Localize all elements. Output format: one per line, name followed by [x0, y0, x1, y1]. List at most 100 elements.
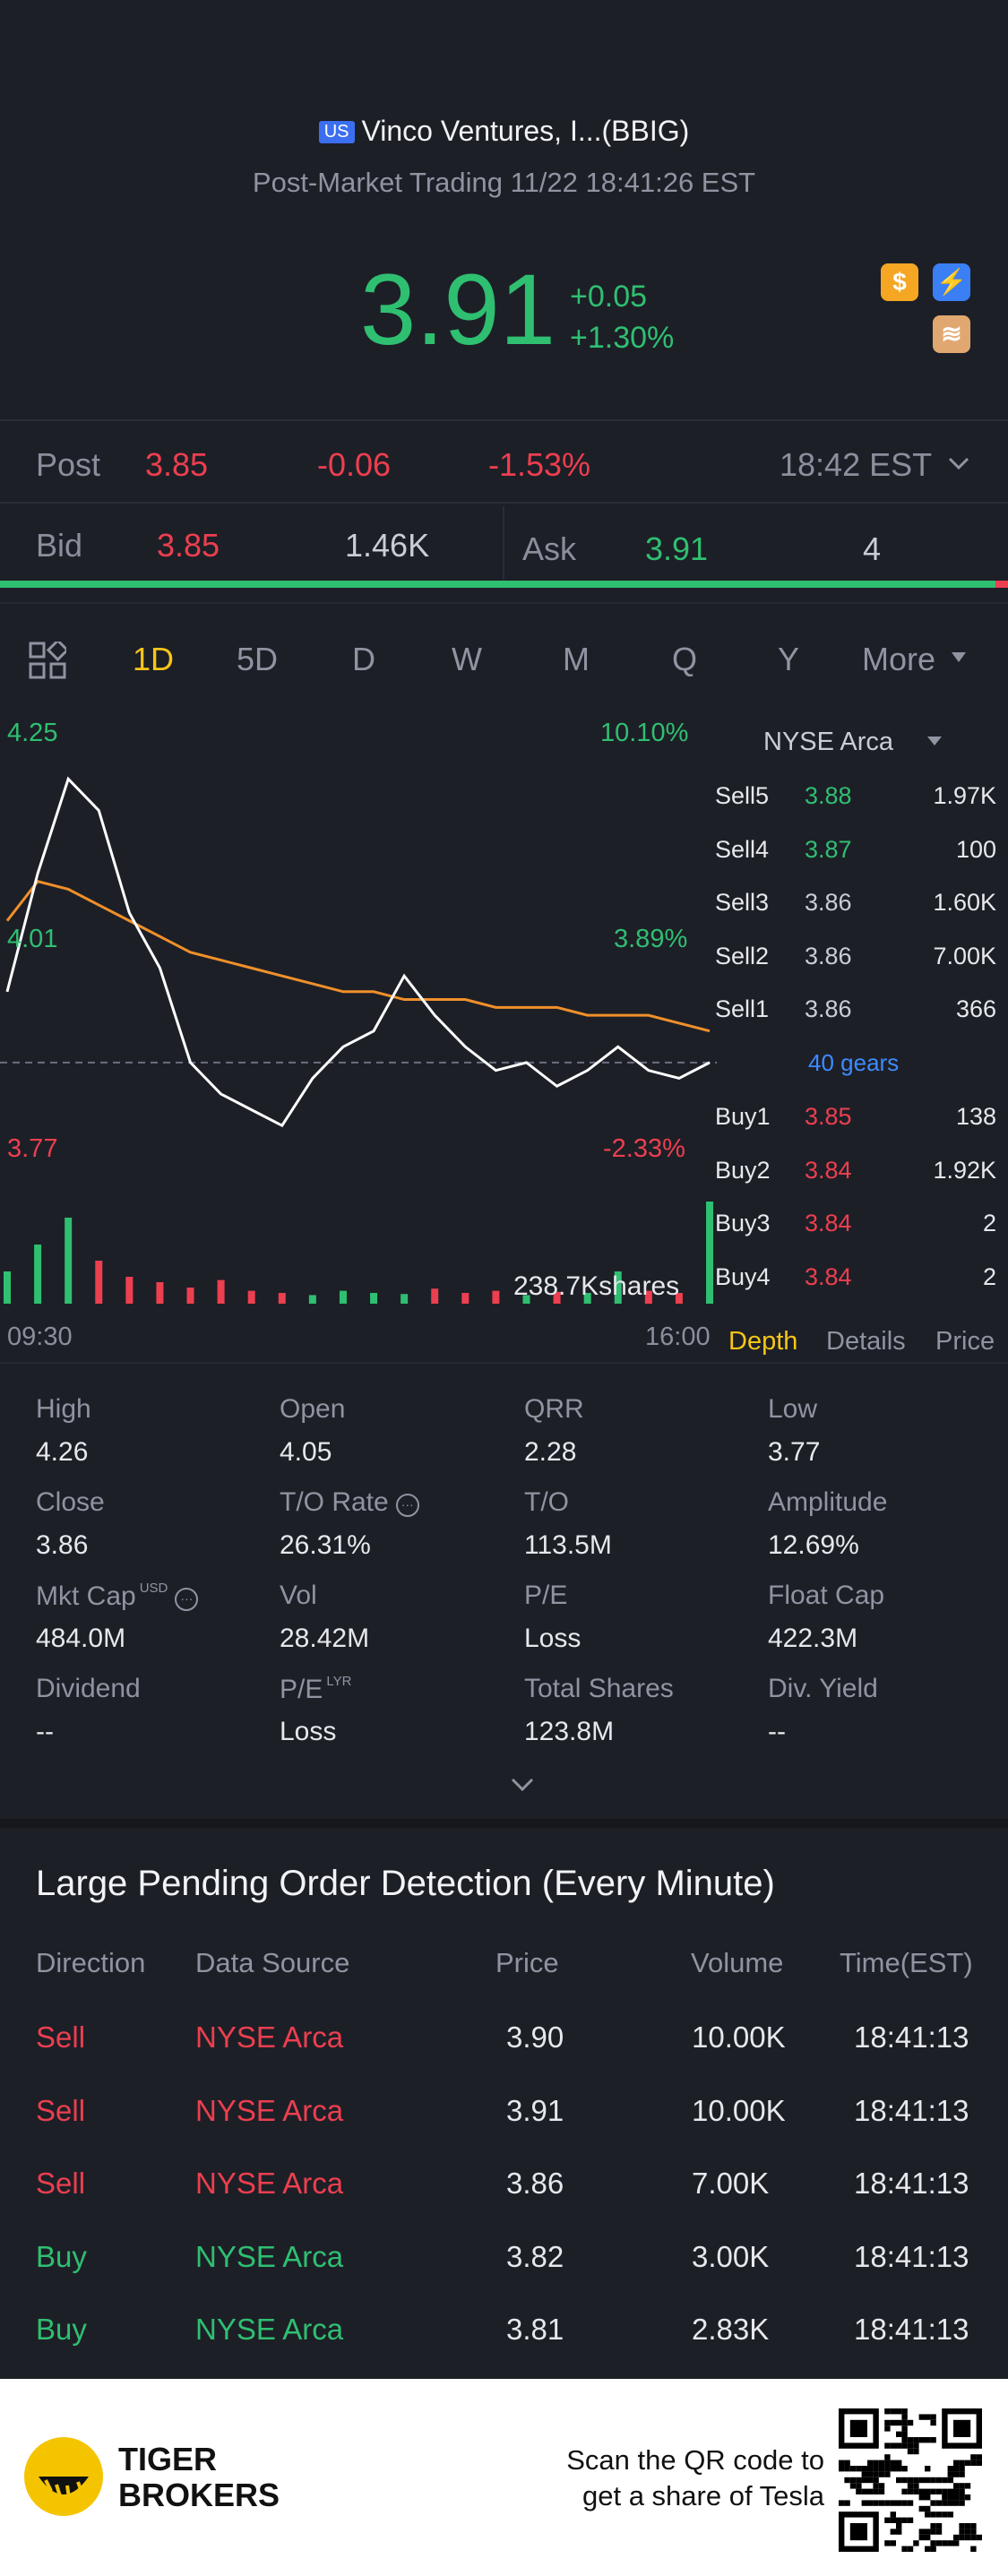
- volume-bar: [95, 1261, 103, 1304]
- exchange-selector[interactable]: NYSE Arca: [763, 728, 943, 757]
- stat-to-value: 113.5M: [524, 1530, 612, 1560]
- order-direction: Buy: [36, 2313, 87, 2346]
- expand-chevron-icon[interactable]: [509, 1776, 536, 1794]
- stock-title[interactable]: US Vinco Ventures, I...(BBIG): [0, 115, 1008, 148]
- volume-bar: [522, 1295, 530, 1304]
- info-icon[interactable]: ···: [175, 1588, 199, 1611]
- stat-qrr-value: 2.28: [524, 1437, 577, 1467]
- volume-bar: [247, 1290, 255, 1304]
- tab-details[interactable]: Details: [826, 1327, 906, 1356]
- grid-icon[interactable]: [29, 642, 66, 679]
- chart-low-price: 3.77: [7, 1134, 58, 1163]
- stat-pe-label: P/E: [524, 1581, 568, 1610]
- buy-level-size: 1.92K: [933, 1156, 996, 1184]
- bid-ask-separator: [503, 506, 504, 580]
- buy-level-label: Buy1: [715, 1103, 771, 1130]
- stat-pe-lyr-text: P/E: [280, 1675, 323, 1704]
- tab-1d[interactable]: 1D: [133, 641, 175, 677]
- order-price: 3.86: [506, 2167, 564, 2200]
- stat-close-value: 3.86: [36, 1530, 89, 1560]
- sell-level-size: 7.00K: [933, 942, 996, 969]
- market-badge: US: [318, 121, 355, 143]
- sell-level-label: Sell4: [715, 835, 770, 863]
- stat-to-rate-label[interactable]: T/O Rate ···: [280, 1487, 419, 1518]
- divider: [0, 602, 1008, 604]
- price-point: [709, 1062, 711, 1064]
- tab-price[interactable]: Price: [935, 1327, 995, 1356]
- dollar-icon[interactable]: $: [881, 263, 918, 301]
- col-data-source: Data Source: [195, 1947, 350, 1978]
- order-direction: Sell: [36, 2020, 86, 2054]
- volume-bar: [4, 1271, 11, 1304]
- ask-ratio-segment: [995, 581, 1008, 588]
- stat-high-value: 4.26: [36, 1437, 89, 1467]
- qr-code-icon[interactable]: [839, 2408, 982, 2552]
- tab-depth[interactable]: Depth: [728, 1327, 798, 1356]
- volume-bar: [492, 1290, 500, 1304]
- tab-y[interactable]: Y: [778, 641, 800, 677]
- stat-qrr-label: QRR: [524, 1394, 584, 1424]
- order-price: 3.91: [506, 2093, 564, 2127]
- stat-mktcap-label[interactable]: Mkt Cap USD ···: [36, 1581, 199, 1612]
- stat-dividend-label: Dividend: [36, 1674, 141, 1703]
- tab-more[interactable]: More: [862, 641, 936, 677]
- sell-level-price: 3.86: [805, 995, 852, 1022]
- volume-bar: [34, 1245, 42, 1304]
- chart-high-percent: 10.10%: [600, 719, 689, 747]
- lightning-icon[interactable]: ⚡: [933, 263, 970, 301]
- volume-bar: [186, 1288, 194, 1304]
- order-time: 18:41:13: [854, 2313, 969, 2346]
- stat-floatcap-label: Float Cap: [768, 1581, 885, 1610]
- volume-bar: [370, 1293, 378, 1304]
- sell-level-size: 1.60K: [933, 889, 996, 916]
- buy-level-price: 3.84: [805, 1156, 852, 1184]
- brand-line-2: BROKERS: [118, 2477, 280, 2513]
- chart-low-percent: -2.33%: [603, 1134, 685, 1163]
- gears-link[interactable]: 40 gears: [808, 1049, 900, 1076]
- price-point: [67, 778, 69, 780]
- tab-d[interactable]: D: [352, 641, 375, 677]
- sell-level-price: 3.88: [805, 782, 852, 809]
- tab-m[interactable]: M: [563, 641, 590, 677]
- order-time: 18:41:13: [854, 2239, 969, 2273]
- tiger-logo-icon: [24, 2437, 103, 2516]
- bid-price: 3.85: [157, 527, 220, 564]
- intraday-chart[interactable]: [0, 712, 717, 1357]
- stat-high-label: High: [36, 1394, 91, 1424]
- buy-level-label: Buy3: [715, 1210, 771, 1236]
- col-direction: Direction: [36, 1947, 146, 1978]
- col-time: Time(EST): [840, 1947, 973, 1978]
- layers-icon[interactable]: ≋: [933, 315, 970, 353]
- order-direction: Sell: [36, 2167, 86, 2200]
- post-change: -0.06: [317, 446, 392, 483]
- buy-level-price: 3.84: [805, 1262, 852, 1290]
- price-point: [495, 1070, 496, 1072]
- tab-q[interactable]: Q: [672, 641, 698, 677]
- info-icon[interactable]: ···: [395, 1494, 419, 1517]
- buy-level-price: 3.84: [805, 1210, 852, 1236]
- sell-level-size: 366: [955, 995, 996, 1022]
- price-line: [5, 776, 711, 1128]
- quote-header: US Vinco Ventures, I...(BBIG) Post-Market…: [0, 0, 1008, 421]
- ask-label: Ask: [522, 530, 577, 567]
- price-point: [281, 1124, 283, 1126]
- sell-level-label: Sell5: [715, 782, 770, 809]
- post-change-percent: -1.53%: [488, 446, 591, 483]
- session-status: Post-Market Trading 11/22 18:41:26 EST: [252, 167, 756, 198]
- brand-line-1: TIGER: [118, 2441, 218, 2477]
- post-price: 3.85: [145, 446, 209, 483]
- large-order-title: Large Pending Order Detection (Every Min…: [36, 1864, 775, 1903]
- post-time-dropdown[interactable]: 18:42 EST: [780, 446, 970, 484]
- price-point: [128, 912, 130, 914]
- stat-mktcap-value: 484.0M: [36, 1624, 126, 1653]
- volume-bar: [553, 1291, 561, 1304]
- stat-divyield-label: Div. Yield: [768, 1674, 878, 1703]
- sell-level-price: 3.86: [805, 889, 852, 916]
- tab-w[interactable]: W: [452, 641, 482, 677]
- volume-bar: [644, 1290, 652, 1304]
- volume-bar: [675, 1293, 683, 1304]
- price-point: [190, 1062, 192, 1064]
- tab-5d[interactable]: 5D: [237, 641, 279, 677]
- stat-open-label: Open: [280, 1394, 346, 1424]
- volume-bar: [583, 1293, 591, 1304]
